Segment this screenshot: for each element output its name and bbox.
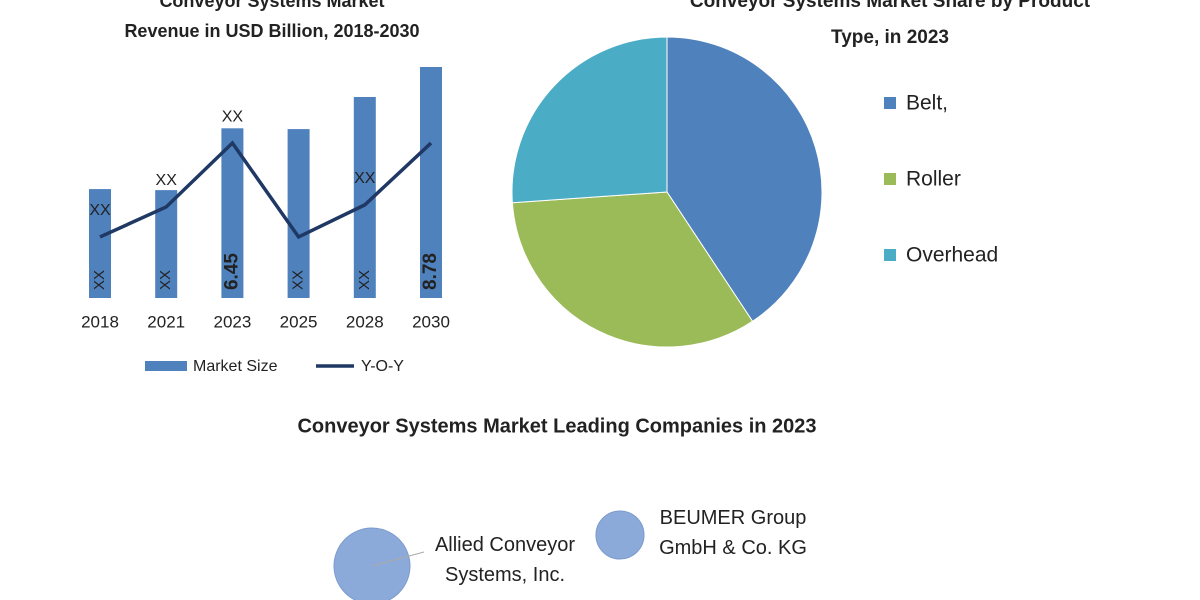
x-tick-label: 2025 [280, 312, 318, 331]
x-tick-label: 2021 [147, 312, 185, 331]
line-value-label: XX [354, 170, 376, 187]
bar [287, 129, 310, 298]
bar [353, 96, 376, 298]
bar-value-label: XX [157, 270, 174, 290]
bar-value-label: XX [356, 270, 373, 290]
leader-line [371, 551, 425, 567]
legend-label: Y-O-Y [361, 358, 404, 375]
chart-title: Conveyor Systems Market Revenue in USD B… [124, 0, 420, 41]
pie-slice [511, 36, 668, 204]
bar [420, 67, 442, 298]
bar-value-label: 6.45 [221, 253, 242, 290]
bubble-label: BEUMER Group GmbH & Co. KG [659, 507, 807, 559]
pie-slice [511, 191, 754, 348]
x-tick-label: 2030 [412, 312, 450, 331]
legend-swatch [884, 97, 896, 109]
x-tick-label: 2028 [346, 312, 384, 331]
line-value-label: XX [89, 202, 111, 219]
line-value-label: XX [156, 172, 178, 189]
line-value-label: XX [222, 108, 244, 125]
chart-title: Conveyor Systems Market Leading Companie… [297, 415, 816, 437]
x-tick-label: 2023 [213, 312, 251, 331]
bubble-label: Allied Conveyor Systems, Inc. [434, 534, 576, 586]
line [99, 140, 433, 240]
legend-label: Roller [906, 168, 961, 191]
bar-value-label: XX [290, 270, 307, 290]
bar [89, 189, 111, 298]
x-tick-label: 2018 [81, 312, 119, 331]
legend-label: Overhead [906, 244, 998, 267]
bar [221, 128, 244, 298]
chart-title: Conveyor Systems Market Share by Product… [689, 0, 1091, 48]
legend-swatch [884, 249, 896, 261]
legend-label: Market Size [193, 358, 278, 375]
legend-swatch [884, 173, 896, 185]
bar-value-label: XX [91, 270, 108, 290]
legend-label: Belt, [906, 92, 948, 115]
bar-value-label: 8.78 [420, 253, 441, 290]
bubble [595, 510, 645, 560]
legend-swatch [145, 361, 187, 371]
bar [155, 190, 178, 298]
bubble [333, 527, 411, 600]
